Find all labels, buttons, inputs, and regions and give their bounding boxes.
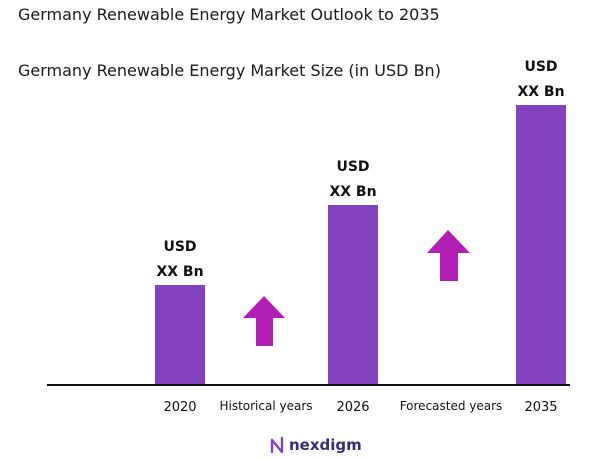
data-label-2035-line2: XX Bn (517, 84, 564, 100)
x-tick-labels-layer: 2020 2026 2035 (163, 400, 557, 415)
forecasted-years-label: Forecasted years (400, 399, 503, 413)
chart-subtitle: Germany Renewable Energy Market Size (in… (18, 61, 441, 80)
bar-2026 (328, 205, 378, 385)
up-arrow-icon (243, 296, 285, 346)
data-label-2020-line2: XX Bn (156, 264, 203, 280)
brand-logo: nexdigm (270, 436, 362, 454)
x-tick-label-2026: 2026 (336, 400, 369, 415)
up-arrow-icon (427, 230, 470, 281)
nexdigm-logo-icon (270, 436, 284, 454)
data-label-2020-line1: USD (163, 239, 196, 255)
chart-title: Germany Renewable Energy Market Outlook … (18, 5, 440, 24)
data-label-2026-line1: USD (336, 159, 369, 175)
x-tick-label-2035: 2035 (524, 400, 557, 415)
x-tick-label-2020: 2020 (163, 400, 196, 415)
brand-name: nexdigm (289, 436, 362, 454)
data-label-2026-line2: XX Bn (329, 184, 376, 200)
historical-years-label: Historical years (219, 399, 312, 413)
bar-2020 (155, 285, 205, 385)
bars-layer (155, 105, 566, 385)
value-labels-layer: USD XX Bn USD XX Bn USD XX Bn (156, 59, 564, 280)
bar-2035 (516, 105, 566, 385)
data-label-2035-line1: USD (524, 59, 557, 75)
